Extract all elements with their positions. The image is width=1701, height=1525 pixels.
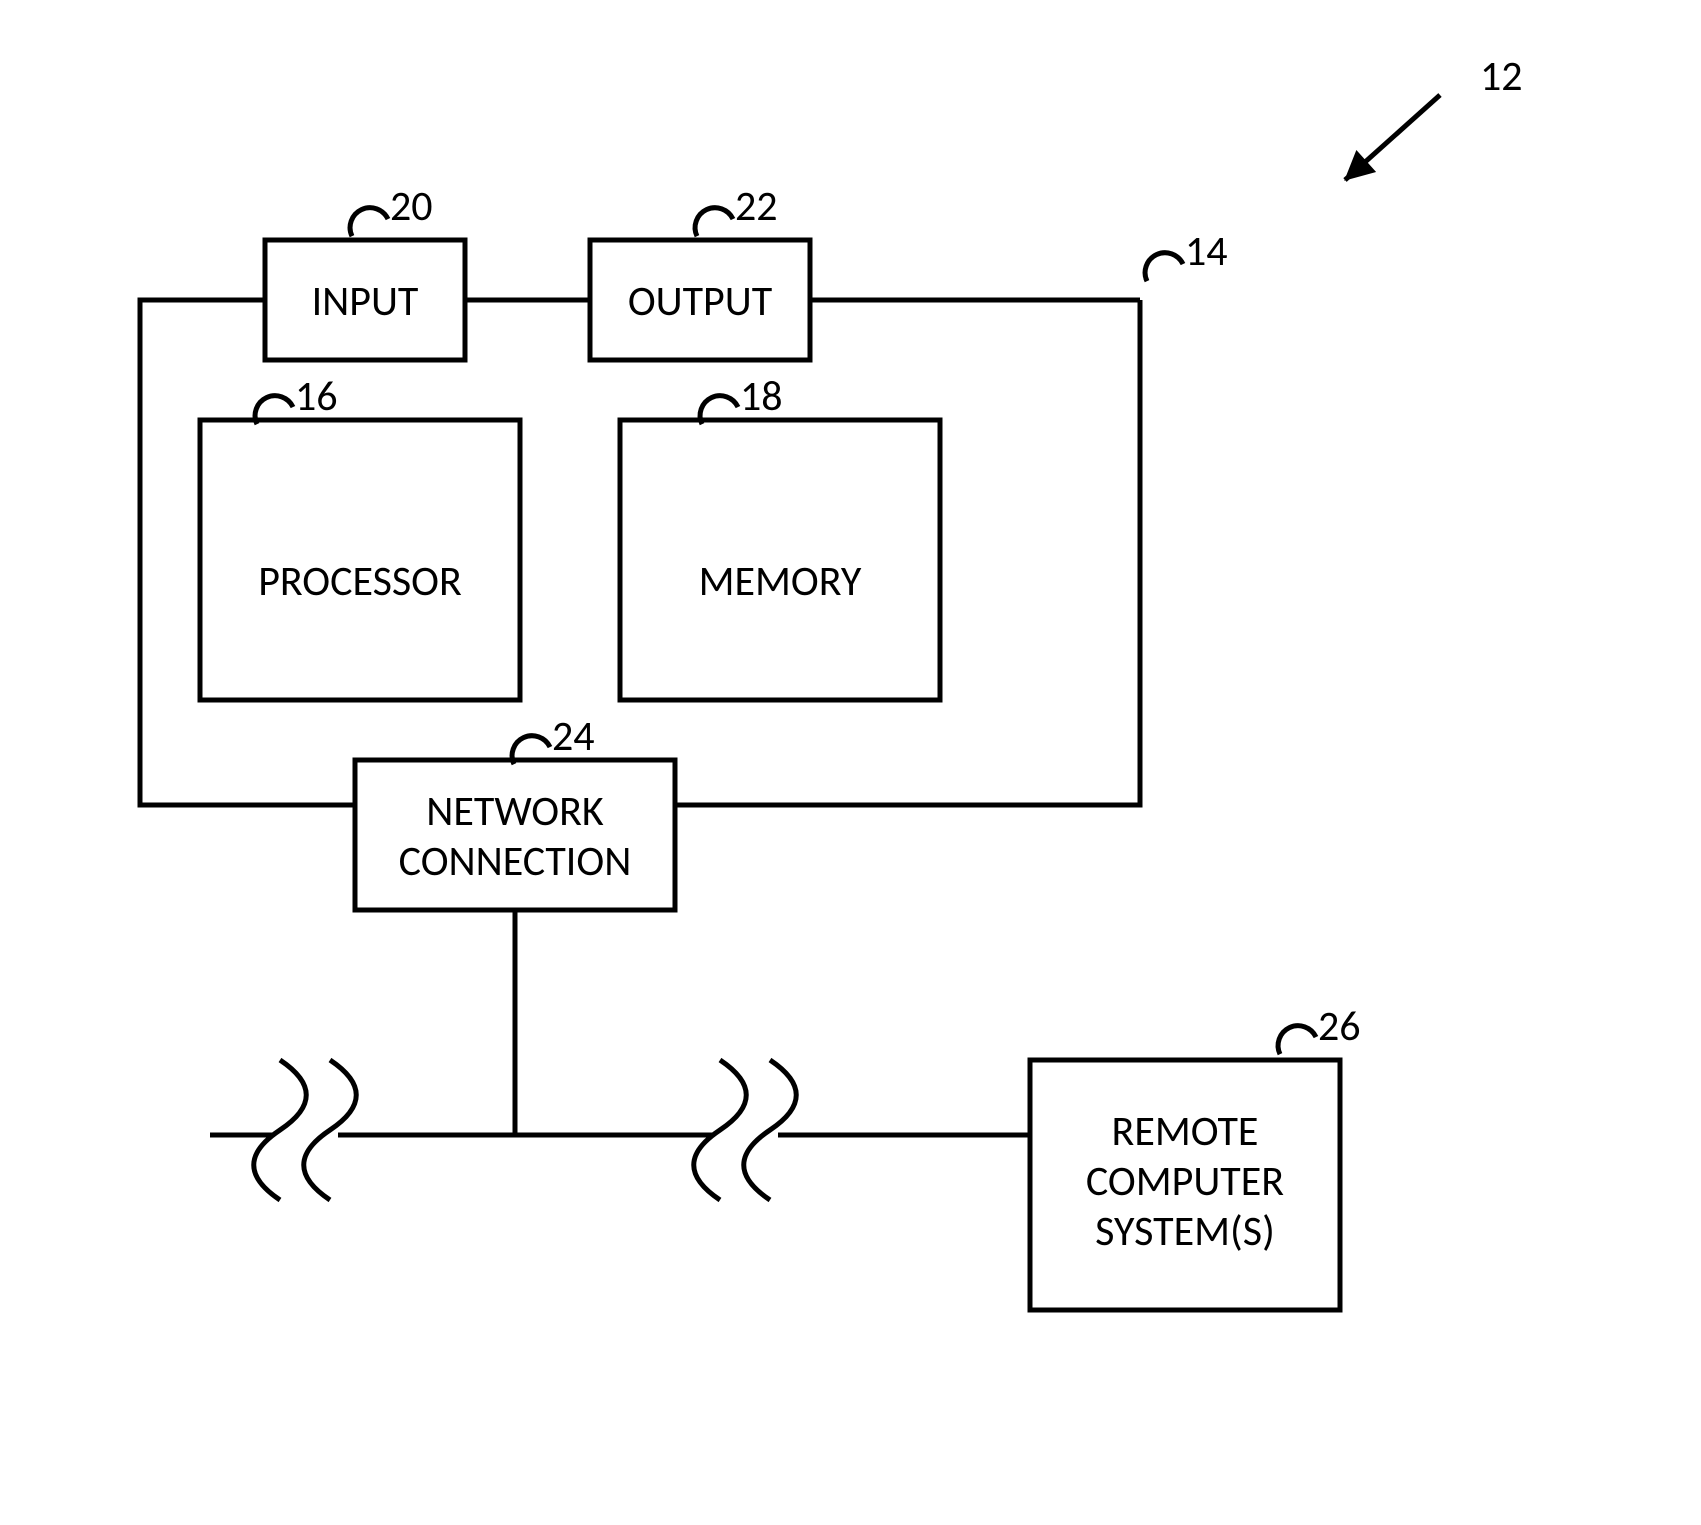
network-ref-number: 24 — [552, 711, 595, 762]
network-label-1: NETWORK — [426, 786, 604, 837]
output-label: OUTPUT — [628, 276, 772, 327]
output-ref-hook — [695, 208, 733, 236]
break-mark-left-1 — [254, 1060, 307, 1200]
output-ref-number: 22 — [735, 181, 778, 232]
remote-ref-hook — [1278, 1026, 1316, 1054]
break-mark-right-2 — [744, 1060, 797, 1200]
memory-label: MEMORY — [699, 556, 862, 607]
figure-ref-number: 12 — [1480, 51, 1523, 102]
bus-ref-hook — [1145, 253, 1183, 281]
remote-label-2: COMPUTER — [1086, 1156, 1284, 1207]
break-mark-right-1 — [694, 1060, 747, 1200]
remote-label-3: SYSTEM(S) — [1095, 1206, 1275, 1257]
remote-label-1: REMOTE — [1112, 1106, 1259, 1157]
network-label-2: CONNECTION — [399, 836, 632, 887]
memory-ref-number: 18 — [740, 371, 783, 422]
input-ref-number: 20 — [390, 181, 433, 232]
processor-label: PROCESSOR — [258, 556, 462, 607]
input-label: INPUT — [312, 276, 419, 327]
diagram-canvas: INPUT OUTPUT PROCESSOR MEMORY NETWORKCONNECT… — [0, 0, 1701, 1525]
break-mark-left-2 — [304, 1060, 357, 1200]
remote-ref-number: 26 — [1318, 1001, 1361, 1052]
input-ref-hook — [350, 208, 388, 236]
bus-ref-number: 14 — [1185, 226, 1228, 277]
processor-ref-number: 16 — [295, 371, 338, 422]
